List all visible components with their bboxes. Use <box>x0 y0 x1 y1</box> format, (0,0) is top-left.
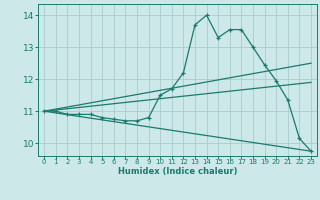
X-axis label: Humidex (Indice chaleur): Humidex (Indice chaleur) <box>118 167 237 176</box>
